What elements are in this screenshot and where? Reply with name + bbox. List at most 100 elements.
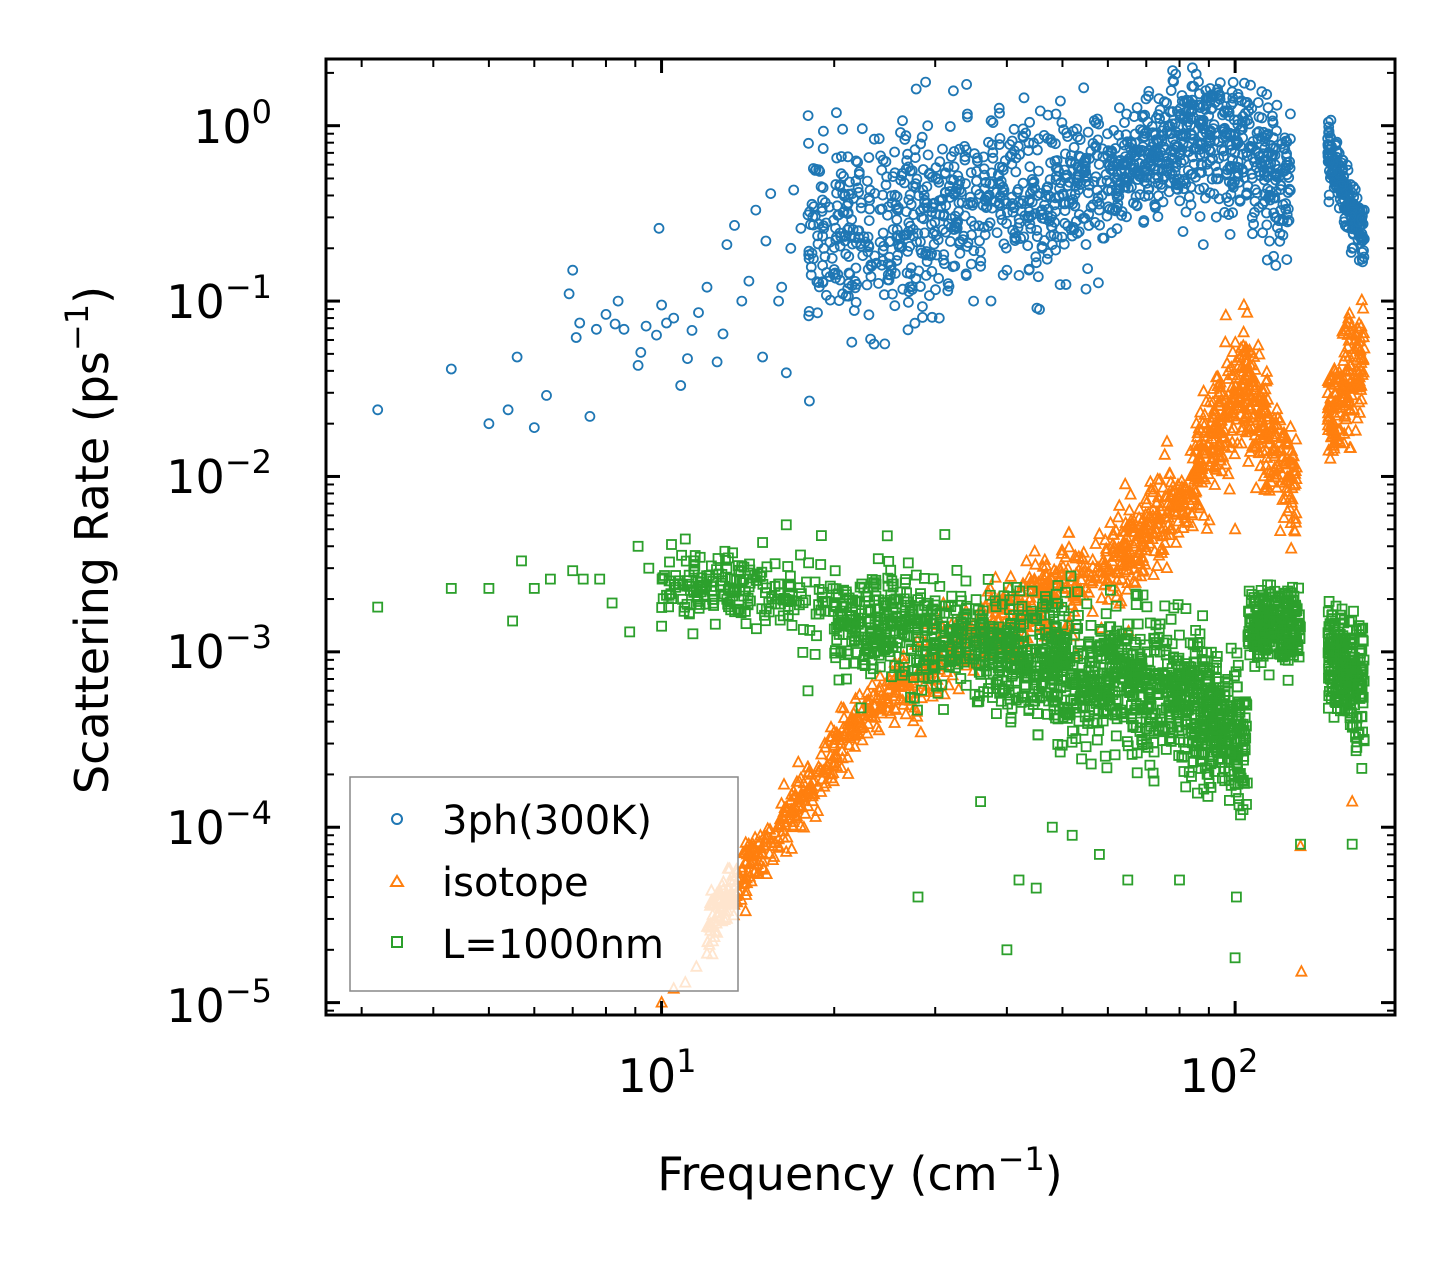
data-point-3ph xyxy=(893,202,904,214)
data-point-3ph xyxy=(1010,233,1022,245)
data-point-3ph xyxy=(1023,212,1035,224)
data-point-3ph xyxy=(842,151,854,163)
data-point-3ph xyxy=(1112,198,1124,209)
data-point-3ph xyxy=(1061,169,1073,181)
data-point-3ph xyxy=(816,202,828,214)
data-point-3ph xyxy=(1059,217,1071,229)
data-point-3ph xyxy=(960,268,972,280)
data-point-3ph xyxy=(948,174,960,186)
data-point-3ph xyxy=(818,242,830,254)
data-point-3ph xyxy=(1073,226,1085,238)
data-point-isotope xyxy=(834,700,848,713)
data-point-3ph xyxy=(1036,242,1048,254)
data-point-3ph xyxy=(1106,227,1117,239)
data-point-3ph xyxy=(1172,183,1184,195)
data-point-3ph xyxy=(1264,235,1275,247)
data-point-3ph xyxy=(600,308,612,320)
data-point-3ph xyxy=(1114,102,1125,114)
data-point-3ph xyxy=(1227,179,1238,191)
data-point-3ph xyxy=(1336,187,1348,199)
data-point-3ph xyxy=(1324,156,1335,168)
data-point-3ph xyxy=(846,214,857,226)
data-point-3ph xyxy=(1275,180,1286,192)
data-point-3ph xyxy=(1116,206,1128,217)
data-point-3ph xyxy=(1060,198,1071,210)
data-point-3ph xyxy=(1024,218,1036,230)
data-point-3ph xyxy=(1082,263,1093,275)
data-point-3ph xyxy=(806,247,818,259)
data-point-3ph xyxy=(994,161,1005,173)
data-point-3ph xyxy=(1197,239,1209,251)
data-point-3ph xyxy=(808,253,819,265)
data-point-3ph xyxy=(1271,99,1283,111)
data-point-3ph xyxy=(668,312,680,324)
data-point-3ph xyxy=(1123,153,1135,165)
data-point-3ph xyxy=(1060,148,1071,160)
data-point-3ph xyxy=(1001,218,1012,229)
data-point-3ph xyxy=(750,204,762,216)
data-point-3ph xyxy=(876,203,888,215)
data-point-3ph xyxy=(864,194,875,206)
data-point-3ph xyxy=(1232,167,1244,179)
data-point-3ph xyxy=(1119,139,1130,151)
data-point-3ph xyxy=(917,301,928,313)
data-point-3ph xyxy=(1139,109,1151,121)
data-point-3ph xyxy=(584,410,596,422)
data-point-3ph xyxy=(837,187,849,199)
data-point-3ph xyxy=(813,164,825,176)
data-point-3ph xyxy=(806,198,818,210)
data-point-3ph xyxy=(743,275,755,287)
data-point-3ph xyxy=(1036,212,1048,224)
data-point-3ph xyxy=(653,222,665,234)
data-point-isotope xyxy=(809,809,823,822)
data-point-3ph xyxy=(1182,111,1194,123)
data-point-3ph xyxy=(1073,209,1085,221)
data-point-3ph xyxy=(899,177,910,189)
data-point-3ph xyxy=(1123,182,1134,194)
data-point-3ph xyxy=(812,230,823,242)
data-point-3ph xyxy=(897,283,909,295)
data-point-3ph xyxy=(821,267,832,278)
data-point-3ph xyxy=(1162,121,1174,132)
data-point-3ph xyxy=(721,239,733,251)
data-point-3ph xyxy=(869,250,881,262)
data-point-3ph xyxy=(1200,142,1212,153)
data-point-3ph xyxy=(852,225,864,237)
data-point-3ph xyxy=(831,152,843,164)
data-point-3ph xyxy=(1197,123,1208,135)
data-point-3ph xyxy=(1110,143,1121,154)
data-point-3ph xyxy=(511,351,523,363)
data-point-3ph xyxy=(1234,195,1246,207)
data-point-3ph xyxy=(837,123,848,135)
data-point-3ph xyxy=(994,139,1005,151)
data-point-3ph xyxy=(1212,83,1223,95)
data-point-3ph xyxy=(930,284,941,296)
data-point-3ph xyxy=(991,186,1002,198)
data-point-3ph xyxy=(915,138,926,150)
data-point-3ph xyxy=(836,151,847,162)
data-point-3ph xyxy=(920,76,931,88)
data-point-3ph xyxy=(1022,145,1034,157)
data-point-isotope xyxy=(797,820,811,833)
data-point-3ph xyxy=(1080,283,1092,295)
data-point-isotope xyxy=(818,736,832,749)
data-point-3ph xyxy=(1206,173,1218,185)
data-point-3ph xyxy=(1042,181,1054,193)
data-point-3ph xyxy=(820,217,832,229)
data-point-3ph xyxy=(1013,269,1025,281)
data-point-3ph xyxy=(1056,117,1068,128)
data-point-3ph xyxy=(1031,302,1043,314)
data-point-3ph xyxy=(909,317,921,329)
data-point-3ph xyxy=(962,108,973,120)
data-point-3ph xyxy=(773,295,784,307)
data-point-3ph xyxy=(1150,200,1161,212)
data-point-3ph xyxy=(852,156,863,168)
data-point-3ph xyxy=(795,222,807,234)
data-point-3ph xyxy=(1120,155,1132,167)
data-point-3ph xyxy=(840,248,852,260)
data-point-3ph xyxy=(1285,133,1296,145)
data-point-3ph xyxy=(802,209,814,221)
data-point-3ph xyxy=(1204,187,1216,199)
data-point-3ph xyxy=(1051,231,1063,243)
